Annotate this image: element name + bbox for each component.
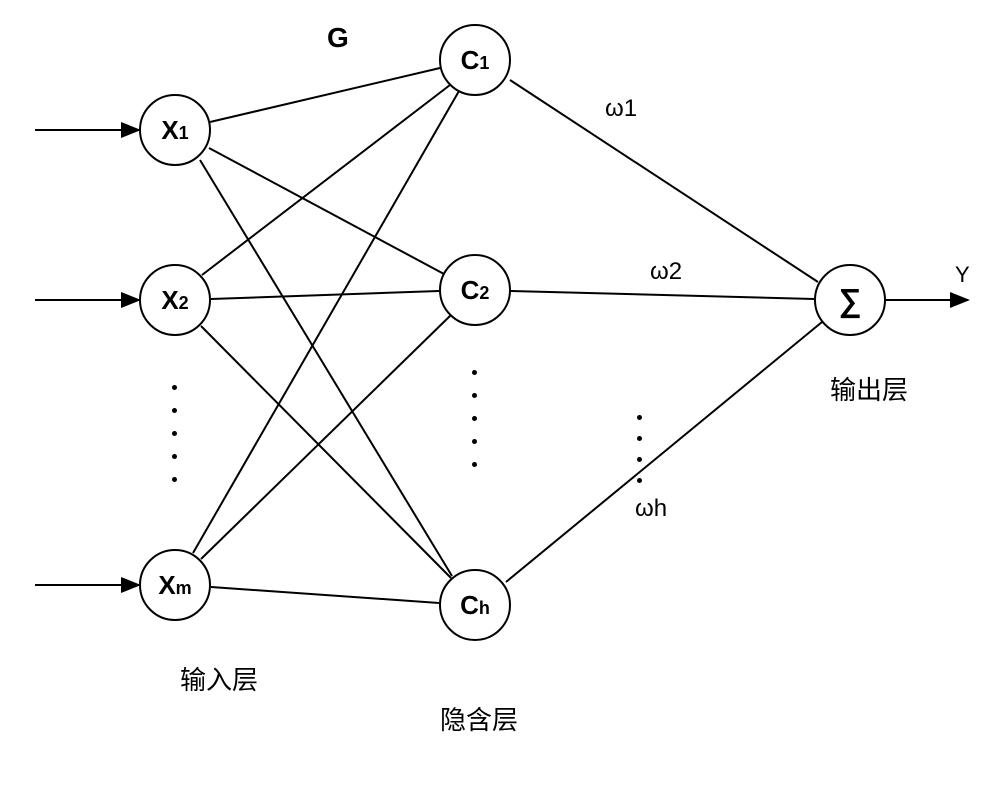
node-ch: Ch [439, 569, 511, 641]
node-x1-label: X1 [161, 115, 188, 146]
layer-label-hidden: 隐含层 [440, 700, 518, 737]
edge-ch-sum [506, 322, 822, 582]
node-sum: ∑ [814, 264, 886, 336]
output-label-Y: Y [955, 262, 970, 288]
edge-x1-c1 [210, 68, 440, 122]
dots-hidden [472, 370, 477, 467]
node-x2-label: X2 [161, 285, 188, 316]
layer-label-input: 输入层 [180, 660, 258, 697]
node-c2-label: C2 [461, 275, 490, 306]
edge-c2-sum [511, 291, 814, 299]
node-c1: C1 [439, 24, 511, 96]
edge-x2-c2 [211, 291, 439, 299]
network-diagram: X1 X2 Xm C1 C2 Ch ∑ [0, 0, 1000, 794]
node-xm-label: Xm [158, 570, 191, 601]
node-x2: X2 [139, 264, 211, 336]
edge-label-wh: ωh [635, 495, 667, 523]
edge-x2-ch [201, 326, 451, 578]
edge-c1-sum [510, 80, 818, 282]
edge-x2-c1 [202, 85, 450, 275]
layer-label-output: 输出层 [830, 370, 908, 407]
edge-label-w2: ω2 [650, 258, 682, 286]
edge-x1-ch [200, 160, 452, 576]
dots-input [172, 385, 177, 482]
node-c2: C2 [439, 254, 511, 326]
edge-label-G: G [327, 22, 349, 54]
node-sum-label: ∑ [839, 282, 862, 319]
node-c1-label: C1 [461, 45, 490, 76]
edge-x1-c2 [209, 148, 444, 274]
edge-label-w1: ω1 [605, 95, 637, 123]
node-xm: Xm [139, 549, 211, 621]
node-x1: X1 [139, 94, 211, 166]
edge-xm-c2 [201, 315, 451, 559]
dots-output-edges [637, 415, 642, 483]
node-ch-label: Ch [460, 590, 490, 621]
edge-xm-ch [211, 587, 439, 603]
